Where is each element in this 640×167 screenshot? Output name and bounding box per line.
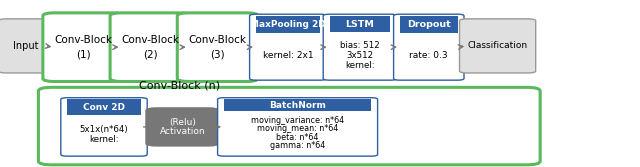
Text: (3): (3) (211, 50, 225, 60)
FancyBboxPatch shape (323, 14, 397, 80)
Text: Input: Input (13, 41, 38, 51)
Text: Activation: Activation (159, 127, 205, 136)
Text: bias: 512: bias: 512 (340, 41, 380, 50)
Text: LSTM: LSTM (346, 20, 374, 29)
Text: MaxPooling 2D: MaxPooling 2D (250, 20, 326, 29)
Bar (330, 16, 390, 32)
Text: 3x512: 3x512 (346, 51, 374, 60)
Bar (256, 16, 320, 33)
Text: moving_mean: n*64: moving_mean: n*64 (257, 124, 338, 133)
Text: kernel:: kernel: (89, 135, 119, 144)
FancyBboxPatch shape (0, 19, 52, 73)
Text: Classification: Classification (468, 41, 527, 50)
FancyBboxPatch shape (110, 13, 191, 81)
FancyBboxPatch shape (250, 14, 326, 80)
Text: kernel:: kernel: (345, 60, 375, 69)
FancyBboxPatch shape (218, 98, 378, 156)
Text: rate: 0.3: rate: 0.3 (410, 51, 448, 60)
FancyBboxPatch shape (460, 19, 536, 73)
Text: beta: n*64: beta: n*64 (276, 133, 319, 142)
FancyBboxPatch shape (61, 98, 147, 156)
Text: (1): (1) (76, 50, 90, 60)
Text: Conv-Block: Conv-Block (122, 35, 179, 45)
Text: kernel: 2x1: kernel: 2x1 (262, 51, 314, 60)
Text: Conv-Block: Conv-Block (189, 35, 246, 45)
FancyBboxPatch shape (38, 87, 540, 165)
Text: Conv 2D: Conv 2D (83, 103, 125, 112)
Text: gamma: n*64: gamma: n*64 (270, 141, 325, 150)
Text: (2): (2) (143, 50, 157, 60)
Bar (400, 16, 458, 33)
Text: Dropout: Dropout (407, 20, 451, 29)
Bar (67, 99, 141, 115)
FancyBboxPatch shape (394, 14, 464, 80)
FancyBboxPatch shape (43, 13, 124, 81)
FancyBboxPatch shape (177, 13, 258, 81)
FancyBboxPatch shape (145, 107, 220, 147)
Bar (224, 99, 371, 112)
Text: (Relu): (Relu) (169, 118, 196, 127)
Text: moving_variance: n*64: moving_variance: n*64 (251, 116, 344, 125)
Text: 5x1x(n*64): 5x1x(n*64) (80, 125, 128, 134)
Text: BatchNorm: BatchNorm (269, 101, 326, 110)
Text: Conv-Block: Conv-Block (54, 35, 112, 45)
Text: Conv-Block (n): Conv-Block (n) (139, 80, 220, 90)
